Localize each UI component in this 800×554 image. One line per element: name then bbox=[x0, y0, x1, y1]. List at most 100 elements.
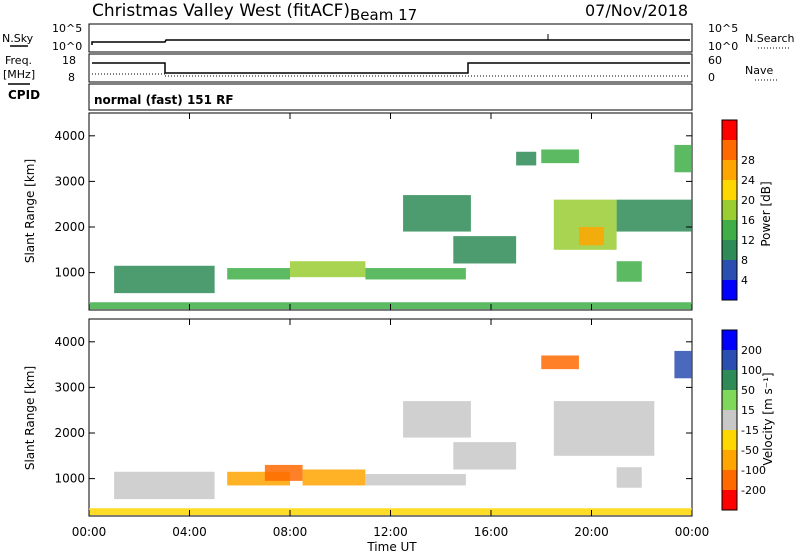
power-colorbar: 28 24 20 16 12 8 4 bbox=[721, 119, 755, 301]
x-tick-label: 16:00 bbox=[474, 525, 509, 539]
velocity-echo-region bbox=[674, 350, 692, 379]
freq-label: Freq. bbox=[5, 54, 32, 67]
cpid-panel bbox=[88, 83, 693, 111]
nsearch-tick-top: 10^5 bbox=[708, 22, 738, 35]
velocity-colorbar-segment bbox=[722, 490, 737, 510]
nsearch-tick-bottom: 10^0 bbox=[708, 40, 738, 53]
nsky-trace bbox=[91, 39, 690, 45]
power-echo-region bbox=[616, 261, 642, 282]
velocity-colorbar-segment bbox=[722, 370, 737, 390]
velocity-colorbar-segment bbox=[722, 390, 737, 410]
power-colorbar-label: Power [dB] bbox=[759, 181, 773, 246]
power-colorbar-tick: 28 bbox=[741, 154, 755, 167]
velocity-ytick-label: 4000 bbox=[54, 335, 85, 349]
velocity-panel: 4000 3000 2000 1000 Slant Range [km] bbox=[23, 318, 693, 517]
velocity-colorbar-segment bbox=[722, 450, 737, 470]
velocity-colorbar-tick: 100 bbox=[741, 364, 762, 377]
velocity-colorbar-tick: 50 bbox=[741, 384, 755, 397]
power-colorbar-segment bbox=[722, 280, 737, 300]
beam-label: Beam 17 bbox=[350, 6, 417, 24]
velocity-colorbar-segment bbox=[722, 410, 737, 430]
power-colorbar-segment bbox=[722, 260, 737, 280]
power-ylabel: Slant Range [km] bbox=[23, 159, 37, 263]
power-echo-region bbox=[114, 265, 215, 294]
power-ytick-label: 1000 bbox=[54, 266, 85, 280]
power-panel: 4000 3000 2000 1000 Slant Range [km] bbox=[23, 112, 693, 311]
x-tick-label: 00:00 bbox=[675, 525, 710, 539]
noise-panel: N.Sky 10^5 10^0 10^5 10^0 N.Search bbox=[2, 22, 795, 53]
power-echo-region bbox=[453, 236, 517, 264]
power-colorbar-segment bbox=[722, 240, 737, 260]
power-colorbar-segment bbox=[722, 220, 737, 240]
velocity-colorbar-tick: 15 bbox=[741, 404, 755, 417]
nave-label: Nave bbox=[745, 64, 773, 77]
station-title: Christmas Valley West (fitACF) bbox=[92, 1, 350, 21]
velocity-ytick-label: 1000 bbox=[54, 472, 85, 486]
freq-trace bbox=[92, 62, 690, 74]
velocity-colorbar-tick: 200 bbox=[741, 344, 762, 357]
power-colorbar-tick: 8 bbox=[741, 254, 748, 267]
velocity-ylabel: Slant Range [km] bbox=[23, 366, 37, 470]
power-colorbar-segment bbox=[722, 120, 737, 140]
velocity-colorbar-segment bbox=[722, 470, 737, 490]
power-echo-region bbox=[578, 227, 605, 246]
cpid-value: normal (fast) 151 RF bbox=[94, 93, 234, 107]
power-ytick-label: 3000 bbox=[54, 174, 85, 188]
freq-panel: Freq. [MHz] 18 8 60 0 Nave bbox=[3, 53, 778, 84]
velocity-colorbar-tick: -200 bbox=[741, 484, 766, 497]
power-echo-region bbox=[227, 268, 290, 280]
nave-tick-top: 60 bbox=[708, 54, 722, 67]
x-tick-label: 08:00 bbox=[273, 525, 308, 539]
nsky-label: N.Sky bbox=[2, 32, 34, 45]
power-echo-region bbox=[674, 144, 692, 173]
power-ytick-label: 4000 bbox=[54, 129, 85, 143]
nsearch-label: N.Search bbox=[745, 32, 795, 45]
power-colorbar-tick: 16 bbox=[741, 214, 755, 227]
freq-tick-top: 18 bbox=[62, 54, 76, 67]
velocity-echo-region bbox=[553, 401, 655, 456]
x-tick-label: 00:00 bbox=[72, 525, 107, 539]
velocity-echo-region bbox=[616, 467, 642, 488]
freq-tick-bottom: 8 bbox=[68, 71, 75, 84]
freq-unit-label: [MHz] bbox=[3, 68, 35, 81]
velocity-echo-region bbox=[541, 355, 579, 370]
velocity-echo-region bbox=[453, 442, 517, 470]
cpid-label: CPID bbox=[8, 88, 40, 102]
power-echo-region bbox=[403, 195, 471, 232]
power-colorbar-segment bbox=[722, 180, 737, 200]
nsky-tick-bottom: 10^0 bbox=[52, 40, 82, 53]
power-ytick-label: 2000 bbox=[54, 220, 85, 234]
velocity-echo-region bbox=[365, 474, 466, 486]
power-colorbar-segment bbox=[722, 140, 737, 160]
power-echo-region bbox=[516, 151, 537, 166]
velocity-colorbar-label: Velocity [m s⁻¹] bbox=[761, 372, 775, 465]
power-colorbar-tick: 24 bbox=[741, 174, 755, 187]
velocity-echo-region bbox=[114, 471, 215, 500]
power-colorbar-segment bbox=[722, 160, 737, 180]
velocity-colorbar: 200 100 50 15 -15 -50 -100 -200 bbox=[721, 329, 766, 511]
nave-tick-bottom: 0 bbox=[708, 71, 715, 84]
velocity-colorbar-tick: -100 bbox=[741, 464, 766, 477]
power-echo-region bbox=[365, 268, 466, 280]
velocity-ytick-label: 2000 bbox=[54, 426, 85, 440]
velocity-ytick-label: 3000 bbox=[54, 380, 85, 394]
velocity-colorbar-tick: -15 bbox=[741, 424, 759, 437]
velocity-echo-region bbox=[403, 401, 471, 438]
date-label: 07/Nov/2018 bbox=[585, 1, 688, 20]
x-tick-label: 12:00 bbox=[373, 525, 408, 539]
nsky-tick-top: 10^5 bbox=[52, 22, 82, 35]
velocity-colorbar-segment bbox=[722, 350, 737, 370]
velocity-echo-region bbox=[264, 464, 303, 481]
power-echo-region bbox=[290, 261, 366, 278]
x-axis-label: Time UT bbox=[366, 540, 417, 554]
power-colorbar-tick: 20 bbox=[741, 194, 755, 207]
velocity-colorbar-segment bbox=[722, 330, 737, 350]
velocity-colorbar-segment bbox=[722, 430, 737, 450]
power-colorbar-segment bbox=[722, 200, 737, 220]
velocity-colorbar-tick: -50 bbox=[741, 444, 759, 457]
power-echo-region bbox=[541, 149, 579, 164]
velocity-echo-region bbox=[302, 469, 366, 486]
x-tick-label: 04:00 bbox=[172, 525, 207, 539]
power-echo-region bbox=[616, 199, 692, 232]
